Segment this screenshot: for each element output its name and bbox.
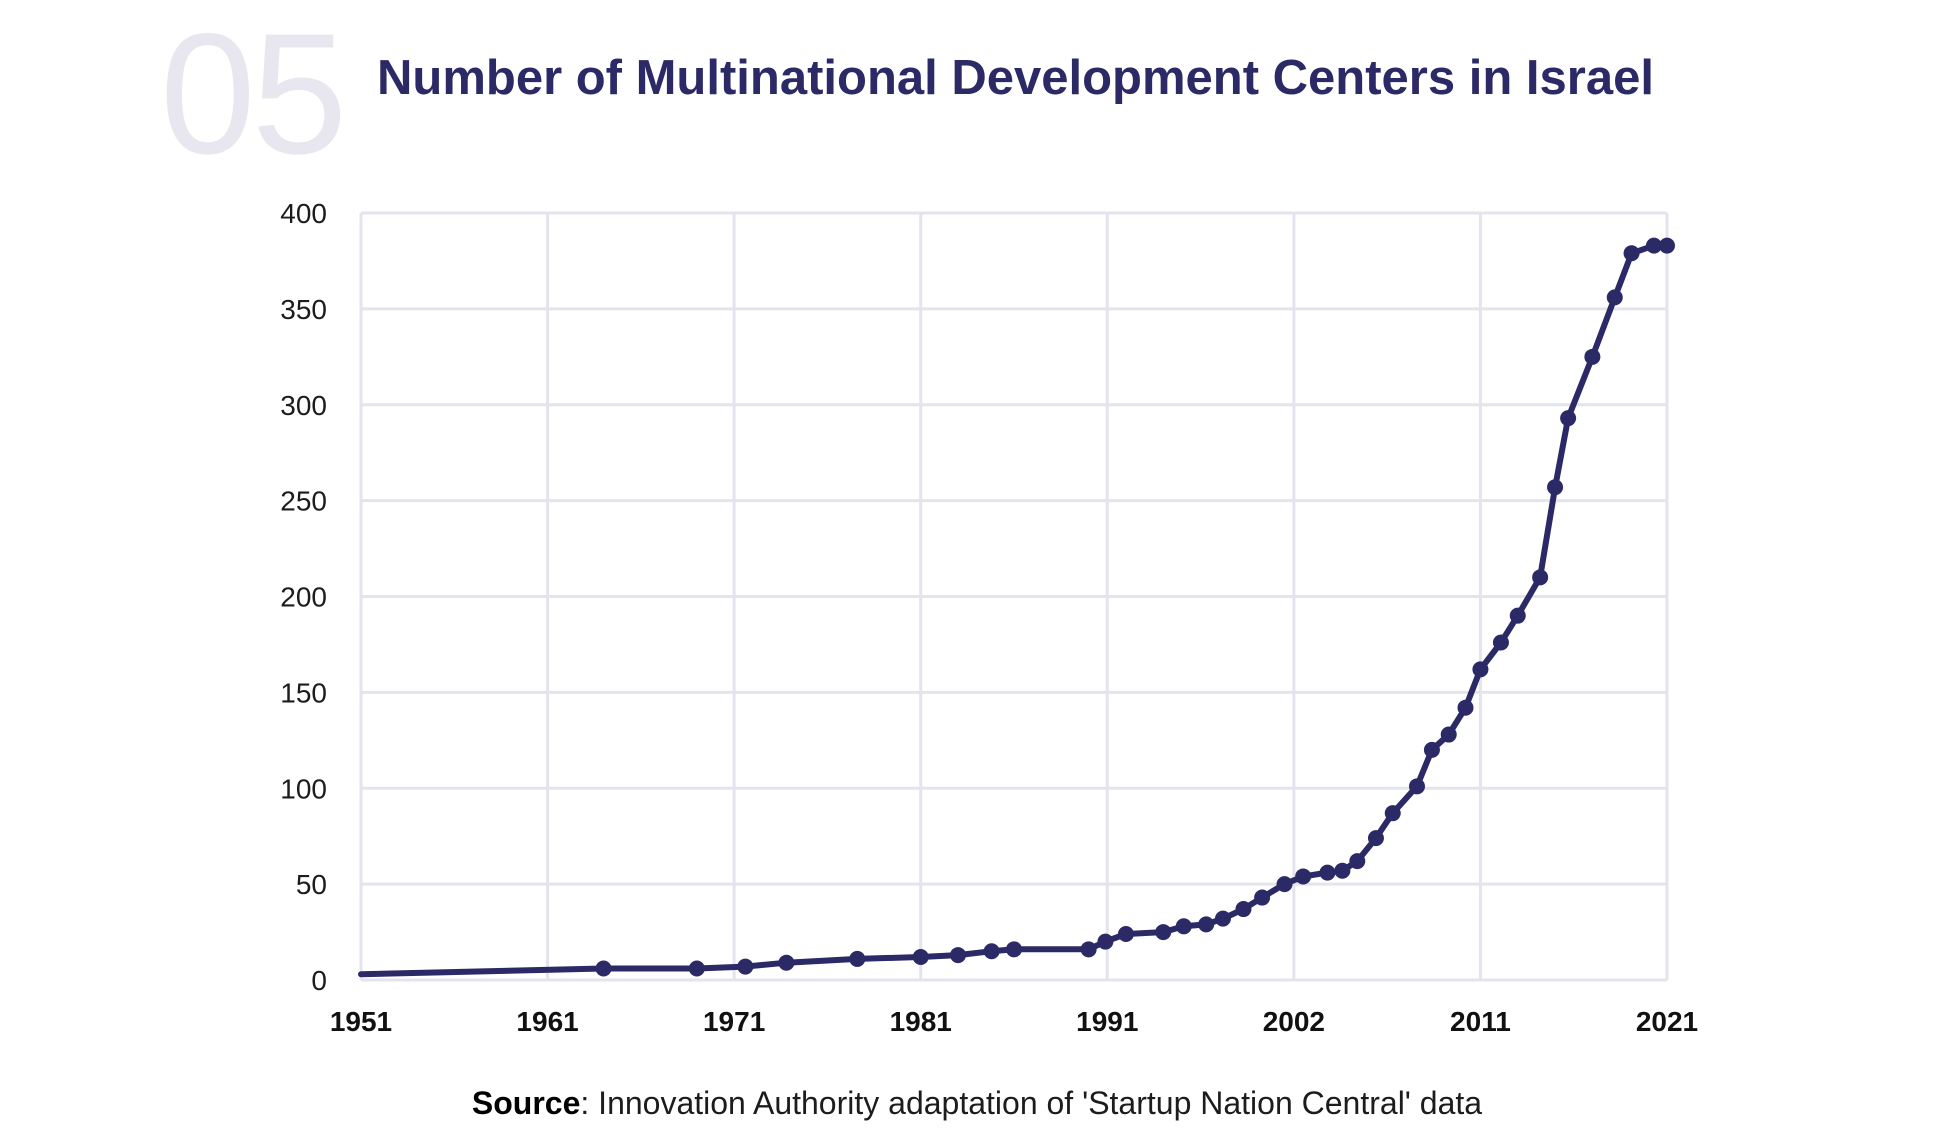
data-point xyxy=(1006,941,1022,958)
data-point xyxy=(1117,925,1134,942)
data-point xyxy=(1334,862,1351,879)
chart-title: Number of Multinational Development Cent… xyxy=(377,51,1654,105)
data-point xyxy=(1155,924,1172,941)
data-point xyxy=(1560,410,1577,427)
data-point xyxy=(1080,941,1097,958)
y-tick-label: 50 xyxy=(296,869,327,900)
data-point xyxy=(1254,889,1271,906)
x-tick-label: 2002 xyxy=(1263,1006,1325,1037)
x-tick-label: 2021 xyxy=(1636,1006,1698,1037)
data-point xyxy=(1584,348,1601,365)
y-tick-label: 0 xyxy=(311,965,327,996)
data-point xyxy=(1547,479,1564,496)
x-tick-label: 1961 xyxy=(516,1006,578,1037)
data-point xyxy=(1457,699,1474,716)
data-point xyxy=(912,948,929,965)
data-point xyxy=(1235,901,1252,918)
y-tick-label: 150 xyxy=(280,677,327,708)
grid xyxy=(359,211,1669,982)
data-point xyxy=(1440,726,1457,743)
data-point xyxy=(950,947,967,964)
data-point xyxy=(778,954,795,971)
y-tick-label: 350 xyxy=(280,294,327,325)
data-point xyxy=(1472,661,1489,678)
data-point xyxy=(1175,918,1192,935)
data-point xyxy=(1295,868,1312,885)
source-label: Source xyxy=(471,1085,581,1121)
series-line-0 xyxy=(358,242,1670,978)
source-text: : Innovation Authority adaptation of 'St… xyxy=(580,1085,1483,1121)
y-tick-label: 400 xyxy=(280,198,327,229)
x-tick-label: 2011 xyxy=(1450,1006,1511,1037)
data-point xyxy=(1214,910,1231,927)
figure-number: 05 xyxy=(160,0,347,190)
data-point xyxy=(1384,805,1401,822)
data-point xyxy=(1492,634,1509,651)
data-point xyxy=(1198,916,1215,933)
data-point xyxy=(1319,864,1336,881)
x-tick-label: 1971 xyxy=(703,1006,765,1037)
data-point xyxy=(1645,237,1662,254)
data-point xyxy=(849,950,866,967)
series xyxy=(358,237,1675,978)
y-tick-label: 100 xyxy=(280,773,327,804)
data-point xyxy=(1349,853,1366,870)
source-note: Source: Innovation Authority adaptation … xyxy=(0,1085,1954,1122)
data-point xyxy=(1367,830,1384,847)
y-tick-label: 200 xyxy=(280,582,327,613)
data-point xyxy=(1623,245,1640,262)
axis-labels: 0 50 100 150 200 250 300 350 400 1951 1961 1971 1981… xyxy=(280,198,1698,1037)
data-point xyxy=(1097,933,1114,950)
data-point xyxy=(1276,876,1293,893)
y-tick-label: 250 xyxy=(280,486,327,517)
data-point xyxy=(595,960,612,977)
data-point xyxy=(1532,569,1549,586)
x-tick-label: 1981 xyxy=(890,1006,952,1037)
data-point xyxy=(737,958,754,975)
x-tick-label: 1951 xyxy=(330,1006,392,1037)
x-tick-label: 1991 xyxy=(1076,1006,1138,1037)
data-point xyxy=(1659,237,1675,254)
data-point xyxy=(1509,607,1526,624)
data-point xyxy=(688,960,705,977)
y-tick-label: 300 xyxy=(280,390,327,421)
data-point xyxy=(983,943,1000,960)
data-point xyxy=(1423,741,1440,758)
data-point xyxy=(1606,289,1623,306)
data-point xyxy=(1408,778,1425,795)
